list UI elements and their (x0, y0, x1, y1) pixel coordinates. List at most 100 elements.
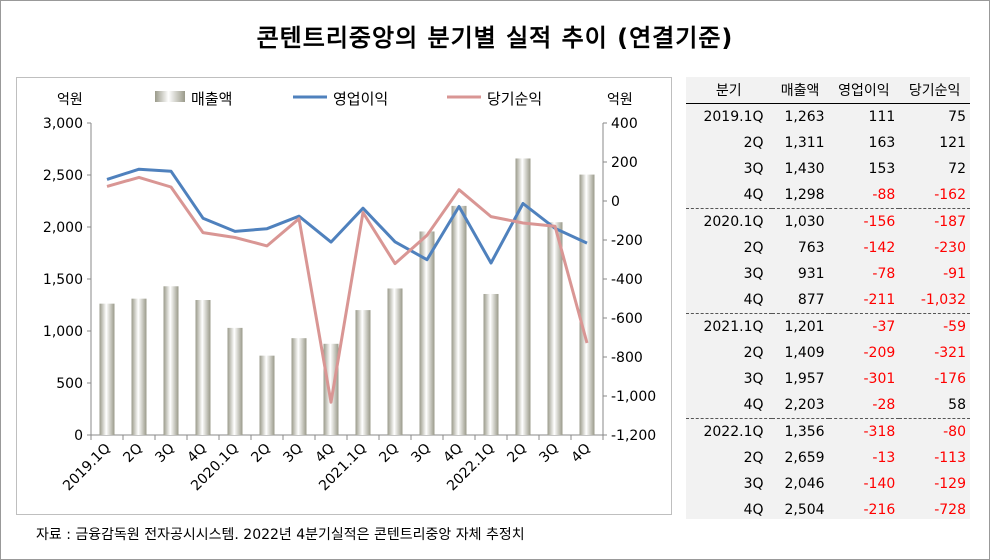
table-cell-quarter: 4Q (743, 397, 764, 413)
table-cell-operating-profit: -301 (863, 371, 896, 387)
legend-label-net-income: 당기순익 (487, 90, 542, 108)
y-right-unit: 억원 (607, 92, 633, 108)
y-left-tick-label: 1,500 (43, 272, 83, 288)
legend-label-sales: 매출액 (191, 90, 232, 108)
table-cell-quarter: 2020.1Q (686, 208, 772, 235)
table-row: 3Q 931 -78 -91 (686, 261, 970, 287)
table-header-quarter: 분기 (686, 77, 772, 104)
table-cell-quarter: 4Q (743, 292, 764, 308)
bar-sales (387, 288, 403, 435)
bar-sales (163, 286, 179, 435)
bar-sales (99, 303, 115, 435)
bar-sales (131, 298, 147, 435)
table-cell-quarter: 2Q (743, 135, 764, 151)
y-left-tick-label: 3,000 (43, 116, 83, 132)
table-row: 4Q 877 -211 -1,032 (686, 287, 970, 314)
table-cell-operating-profit: 153 (868, 161, 896, 177)
bar-sales (579, 174, 595, 436)
table-cell-operating-profit: -211 (863, 292, 896, 308)
x-tick-label: 2019.1Q (60, 441, 114, 495)
table-cell-quarter: 3Q (743, 371, 764, 387)
table-row: 3Q 2,046 -140 -129 (686, 471, 970, 497)
table-cell-net-income: 58 (948, 397, 966, 413)
table-header-row: 분기 매출액 영업이익 당기순익 (686, 77, 970, 104)
table-cell-sales: 877 (797, 292, 825, 308)
table-cell-net-income: -230 (934, 240, 966, 256)
table-cell-operating-profit: 111 (868, 109, 896, 125)
y-left-tick-label: 500 (56, 376, 83, 392)
y-right-tick-label: -400 (611, 272, 643, 288)
table-cell-sales: 763 (797, 240, 825, 256)
y-right-tick-label: -200 (611, 233, 643, 249)
x-tick-label: 4Q (184, 441, 209, 466)
y-left-unit: 억원 (57, 92, 83, 108)
bar-sales (515, 158, 531, 435)
table-cell-quarter: 4Q (743, 187, 764, 203)
table-cell-quarter: 4Q (743, 502, 764, 518)
y-left-tick-label: 0 (74, 428, 83, 444)
table-cell-net-income: -91 (943, 266, 966, 282)
table-cell-sales: 1,201 (771, 313, 829, 340)
table-header-operating-profit: 영업이익 (828, 77, 900, 104)
table-cell-sales: 1,263 (784, 109, 825, 125)
table-cell-net-income: -321 (934, 345, 966, 361)
table-cell-sales: 1,298 (784, 187, 825, 203)
table-cell-operating-profit: 163 (868, 135, 896, 151)
y-right-tick-label: 400 (611, 116, 638, 132)
table-row: 2021.1Q 1,201 -37 -59 (686, 313, 970, 340)
table-cell-sales: 2,203 (784, 397, 825, 413)
table-row: 2Q 1,311 163 121 (686, 130, 970, 156)
table-cell-net-income: 75 (948, 109, 966, 125)
table-cell-net-income: -728 (934, 502, 966, 518)
table-cell-sales: 1,957 (784, 371, 825, 387)
table-cell-net-income: -113 (934, 450, 966, 466)
table-cell-sales: 1,030 (771, 208, 829, 235)
table-cell-operating-profit: -318 (828, 418, 900, 445)
table-cell-net-income: -176 (934, 371, 966, 387)
table-cell-operating-profit: -28 (872, 397, 896, 413)
table-row: 2020.1Q 1,030 -156 -187 (686, 208, 970, 235)
table-cell-operating-profit: -209 (863, 345, 896, 361)
table-cell-sales: 2,504 (784, 502, 825, 518)
table-cell-operating-profit: -216 (863, 502, 896, 518)
table-header-sales: 매출액 (771, 77, 829, 104)
y-left-tick-label: 2,000 (43, 220, 83, 236)
y-right-tick-label: -800 (611, 350, 643, 366)
legend-swatch-sales (155, 91, 185, 102)
table-cell-net-income: -129 (934, 476, 966, 492)
figure-title: 콘텐트리중앙의 분기별 실적 추이 (연결기준) (256, 24, 734, 52)
table-cell-sales: 2,659 (784, 450, 825, 466)
table-row: 2019.1Q 1,263 111 75 (686, 104, 970, 131)
table-cell-quarter: 2019.1Q (703, 109, 764, 125)
table-cell-quarter: 2022.1Q (686, 418, 772, 445)
table-row: 3Q 1,957 -301 -176 (686, 366, 970, 392)
y-right-tick-label: -1,000 (611, 389, 656, 405)
y-right-tick-label: 200 (611, 155, 638, 171)
x-tick-label: 2Q (248, 441, 273, 466)
table-cell-net-income: -80 (899, 418, 970, 445)
table-row: 2Q 763 -142 -230 (686, 235, 970, 261)
table-cell-operating-profit: -156 (828, 208, 900, 235)
bar-sales (355, 310, 371, 435)
bar-sales (195, 300, 211, 435)
table-cell-quarter: 2Q (743, 240, 764, 256)
table-cell-operating-profit: -13 (872, 450, 896, 466)
bar-sales (419, 231, 435, 435)
y-left-tick-label: 1,000 (43, 324, 83, 340)
line-net-income (106, 175, 589, 404)
table-cell-operating-profit: -78 (872, 266, 896, 282)
table-row: 2Q 1,409 -209 -321 (686, 340, 970, 366)
table-cell-quarter: 2021.1Q (686, 313, 772, 340)
table-cell-quarter: 3Q (743, 161, 764, 177)
table-cell-sales: 2,046 (784, 476, 825, 492)
table-cell-sales: 1,356 (771, 418, 829, 445)
table-cell-quarter: 3Q (743, 266, 764, 282)
table-cell-operating-profit: -142 (863, 240, 896, 256)
source-note: 자료 : 금융감독원 전자공시시스템. 2022년 4분기실적은 콘텐트리중앙 … (36, 527, 525, 543)
x-tick-label: 3Q (536, 441, 561, 466)
table-cell-sales: 1,409 (784, 345, 825, 361)
bar-sales (483, 293, 499, 435)
y-left-tick-label: 2,500 (43, 168, 83, 184)
chart-area: 0 500 1,000 1,500 2,000 2,500 3,000 -1,200 -1,00… (16, 77, 672, 515)
table-cell-net-income: -162 (934, 187, 966, 203)
